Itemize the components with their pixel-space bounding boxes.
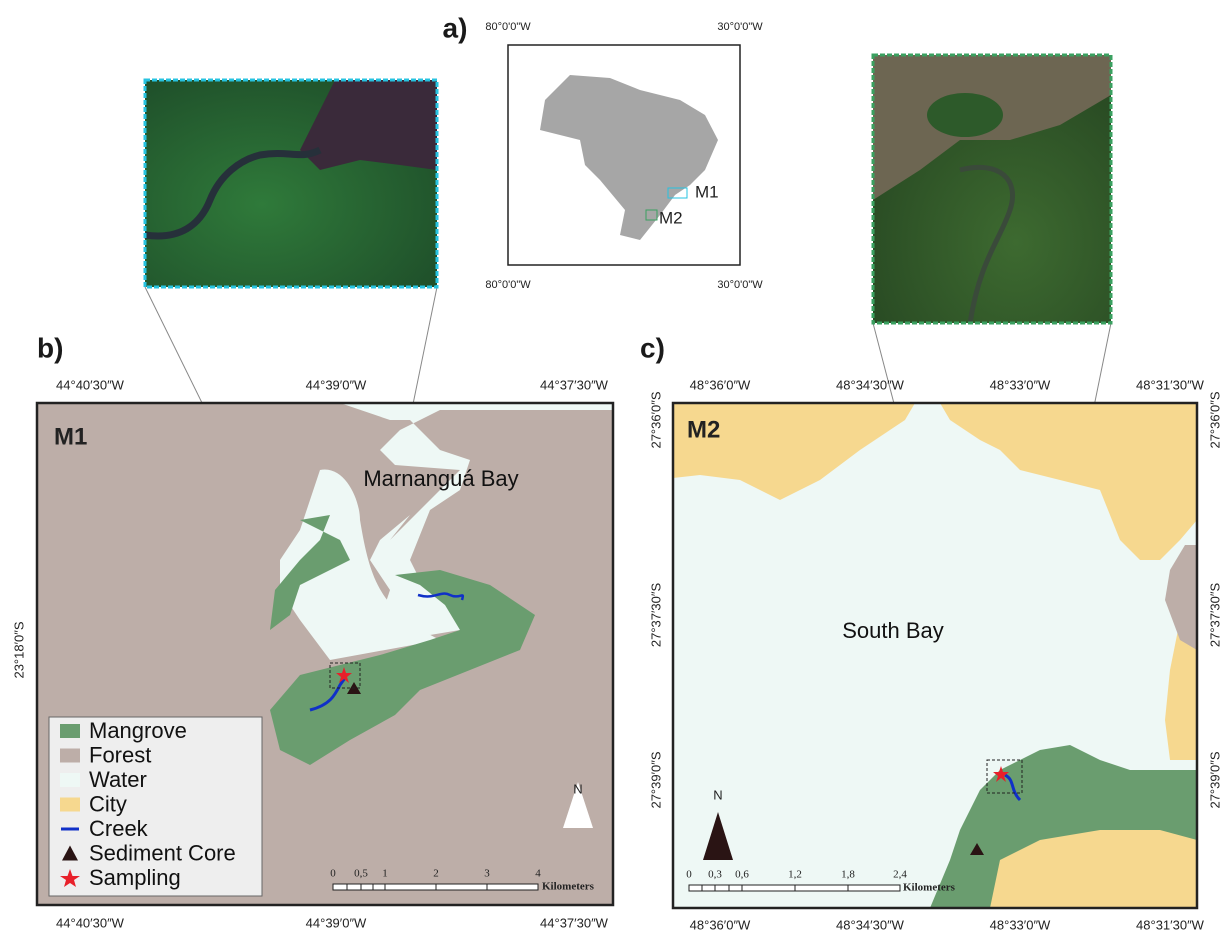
north-label: N [713, 787, 722, 802]
legend-label: Sampling [89, 865, 181, 890]
north-arrow [703, 812, 733, 860]
scale-label: 0,5 [354, 868, 368, 880]
scale-label: 0,6 [735, 869, 749, 881]
tick-label: 48°36′0″W [690, 917, 751, 932]
tick-label: 27°36′0″S [648, 391, 663, 448]
legend-label: Water [89, 767, 147, 792]
tick-label: 30°0'0"W [717, 279, 763, 291]
legend-swatch [60, 869, 80, 887]
tick-label: 27°39′0″S [648, 751, 663, 808]
tick-label: 48°34′30″W [836, 917, 905, 932]
tick-label: 44°39′0″W [306, 915, 367, 930]
scale-label: 0 [330, 868, 336, 880]
scale-bar [688, 884, 901, 892]
legend-swatch [60, 748, 80, 763]
tick-label: 27°37′30″S [648, 583, 663, 648]
tick-label: 30°0'0"W [717, 21, 763, 33]
tick-label: 44°39′0″W [306, 377, 367, 392]
scale-unit: Kilometers [903, 882, 956, 894]
tick-label: 27°39′0″S [1207, 751, 1222, 808]
scale-label: 4 [535, 868, 541, 880]
north-arrow [563, 782, 593, 828]
scale-label: 3 [484, 868, 490, 880]
scale-label: 1,8 [841, 869, 855, 881]
frame [671, 401, 1199, 910]
scale-label: 2 [433, 868, 439, 880]
tick-label: 80°0'0"W [485, 279, 531, 291]
site-label: M2 [687, 416, 720, 443]
tick-label: 48°36′0″W [690, 377, 751, 392]
tick-label: 44°40′30″W [56, 915, 125, 930]
tick-label: 27°36′0″S [1207, 391, 1222, 448]
brazil [540, 75, 718, 240]
scale-label: 1,2 [788, 869, 802, 881]
site-label: M1 [54, 423, 87, 450]
tick-label: 48°33′0″W [990, 917, 1051, 932]
tick-label: 80°0'0"W [485, 21, 531, 33]
north-label: N [573, 781, 582, 796]
legend-label: Forest [89, 742, 151, 767]
scale-label: 0 [686, 869, 692, 881]
m2-box [645, 209, 658, 221]
tick-label: 48°33′0″W [990, 377, 1051, 392]
panel-label: c) [640, 332, 665, 363]
site-label: M2 [659, 208, 683, 227]
legend-swatch [60, 797, 80, 812]
tick-label: 48°34′30″W [836, 377, 905, 392]
legend-label: Sediment Core [89, 840, 236, 865]
legend-label: Creek [89, 816, 149, 841]
frame [35, 401, 615, 907]
legend-swatch [62, 845, 78, 861]
place-label: South Bay [842, 618, 944, 643]
tick-label: 44°37′30″W [540, 915, 609, 930]
map-m2 [673, 403, 1197, 908]
place-label: Marnanguá Bay [363, 466, 518, 491]
panel-label: b) [37, 332, 63, 363]
scale-label: 2,4 [893, 869, 907, 881]
m1-box [667, 187, 688, 199]
scale-unit: Kilometers [542, 881, 595, 893]
scale-label: 1 [382, 868, 388, 880]
legend-label: Mangrove [89, 718, 187, 743]
tick-label: 44°40′30″W [56, 377, 125, 392]
panel-label: a) [443, 12, 468, 43]
site-label: M1 [695, 182, 719, 201]
tick-label: 48°31′30″W [1136, 377, 1205, 392]
legend-swatch [60, 724, 80, 738]
tick-label: 44°37′30″W [540, 377, 609, 392]
scale-label: 0,3 [708, 869, 722, 881]
satellite-m1 [143, 78, 439, 289]
tick-label: 27°37′30″S [1207, 583, 1222, 648]
tick-label: 48°31′30″W [1136, 917, 1205, 932]
scale-bar [332, 883, 539, 891]
map-m1 [37, 403, 613, 905]
legend-swatch [60, 773, 80, 787]
legend-label: City [89, 791, 127, 816]
tick-label: 23°18′0″S [11, 621, 26, 678]
satellite-m2 [871, 53, 1113, 325]
